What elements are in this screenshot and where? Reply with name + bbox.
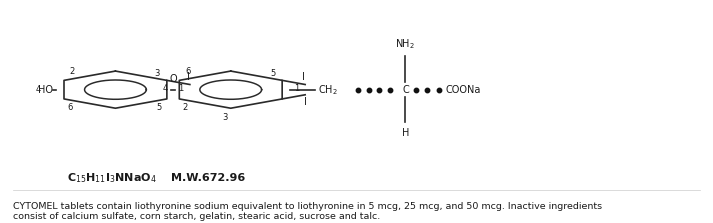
Text: CYTOMEL tablets contain liothyronine sodium equivalent to liothyronine in 5 mcg,: CYTOMEL tablets contain liothyronine sod… xyxy=(13,202,602,211)
Text: I: I xyxy=(304,97,307,107)
Text: I: I xyxy=(187,72,190,82)
Text: 1: 1 xyxy=(178,84,183,93)
Text: 5: 5 xyxy=(270,69,275,78)
Text: C$_{15}$H$_{11}$I$_{3}$NNaO$_{4}$: C$_{15}$H$_{11}$I$_{3}$NNaO$_{4}$ xyxy=(66,171,156,185)
Text: C: C xyxy=(402,85,409,95)
Text: 3: 3 xyxy=(155,69,160,78)
Text: consist of calcium sulfate, corn starch, gelatin, stearic acid, sucrose and talc: consist of calcium sulfate, corn starch,… xyxy=(13,212,380,221)
Text: 4: 4 xyxy=(163,84,168,93)
Text: 2: 2 xyxy=(183,103,188,112)
Text: 5: 5 xyxy=(156,103,161,112)
Text: COONa: COONa xyxy=(446,85,481,95)
Text: I: I xyxy=(302,72,305,82)
Text: H: H xyxy=(401,128,409,138)
Text: 1: 1 xyxy=(294,84,299,93)
Text: 6: 6 xyxy=(68,103,73,112)
Text: 3: 3 xyxy=(222,113,227,122)
Text: 2: 2 xyxy=(70,67,75,76)
Text: M.W.672.96: M.W.672.96 xyxy=(171,173,245,183)
Text: 4: 4 xyxy=(36,85,41,94)
Text: O: O xyxy=(169,74,177,84)
Text: CH$_2$: CH$_2$ xyxy=(318,83,338,97)
Text: HO: HO xyxy=(38,85,53,95)
Text: NH$_2$: NH$_2$ xyxy=(396,38,416,52)
Text: 6: 6 xyxy=(185,67,190,76)
